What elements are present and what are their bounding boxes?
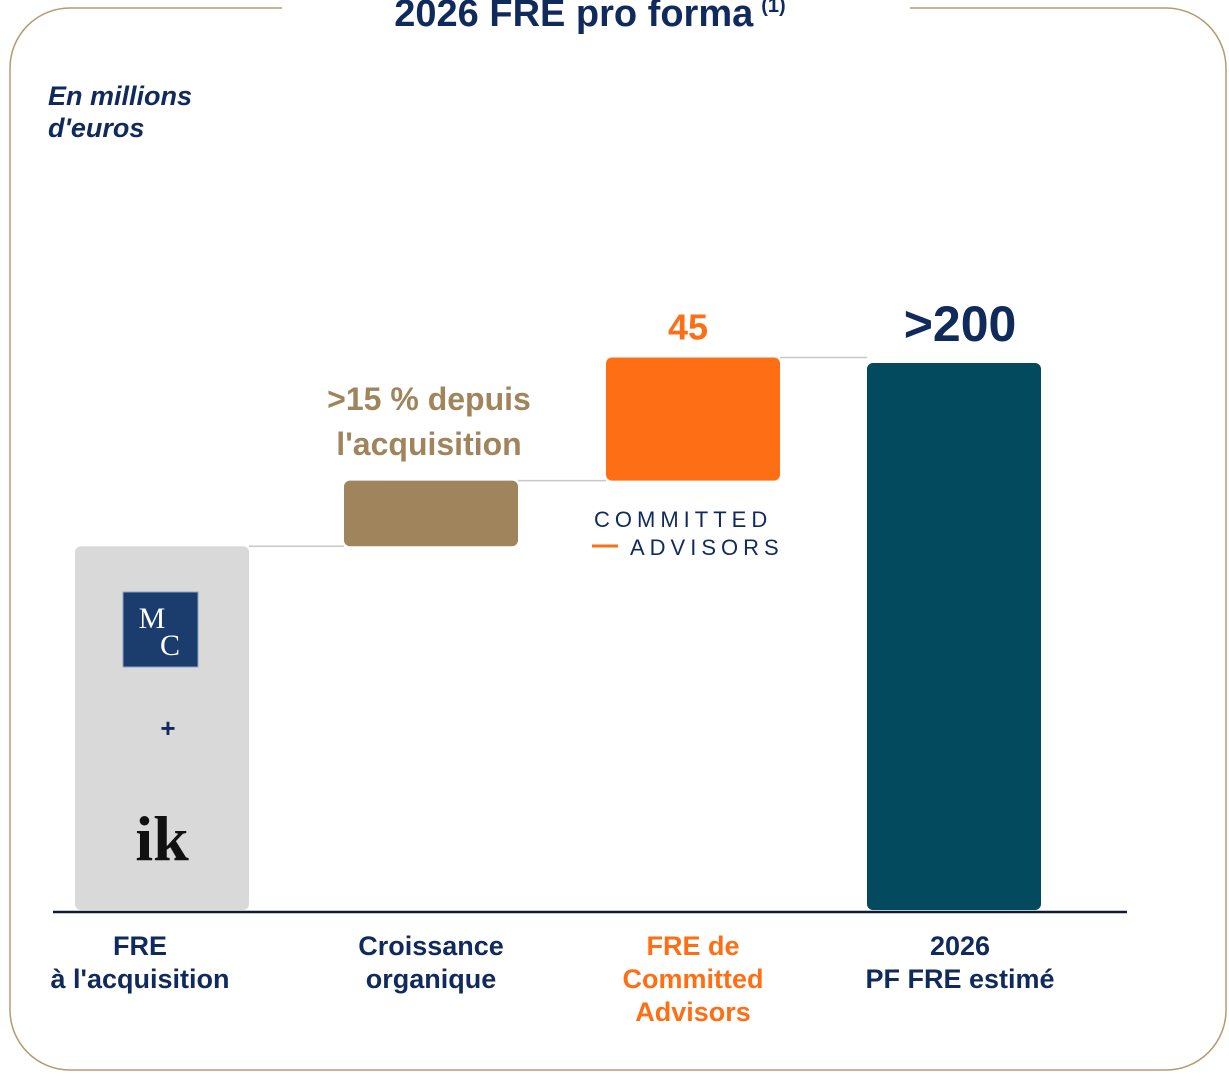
plus: + [160,713,175,743]
bar [344,480,518,547]
value-label: >200 [904,296,1017,352]
x-tick-label: Croissance organique [358,931,504,994]
annotation: >15 % depuis l'acquisition [327,381,531,462]
ik-logo: ik [135,803,189,874]
x-tick-label: FRE de Committed Advisors [623,931,764,1027]
marks: FRE à l'acquisition Croissance organique >15… [51,296,1055,1027]
mc-logo-m: M [139,602,166,635]
advisors-logo: ADVISORS [630,535,784,560]
mc-logo [122,591,199,668]
value-label: 45 [668,307,708,348]
title-text: 2026 FRE pro forma [394,0,754,35]
x-tick-label: FRE à l'acquisition [51,931,230,994]
title-note: (1) [761,0,785,17]
frame [9,7,1227,1071]
mc-logo-c: C [160,629,180,662]
title-background [282,0,910,30]
bar [606,357,780,481]
committed-logo: COMMITTED [594,507,772,532]
subtitle: En millions d'euros [48,81,192,143]
x-tick-label: 2026 PF FRE estimé [865,931,1054,994]
chart-title: 2026 FRE pro forma (1) [394,0,785,35]
bar [867,363,1041,910]
bar [75,546,249,910]
